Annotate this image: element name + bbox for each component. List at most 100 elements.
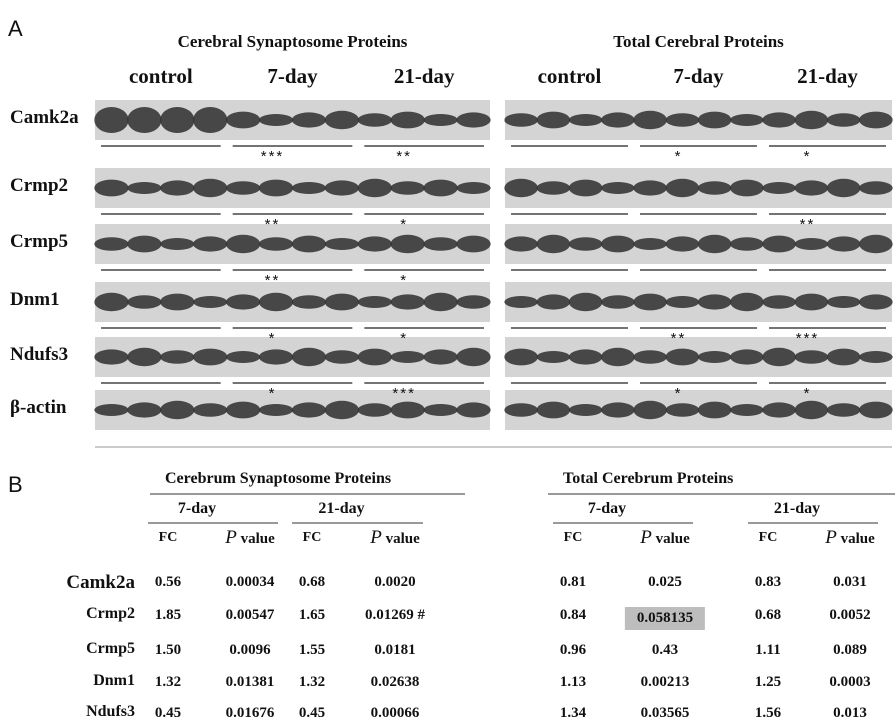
cell-value: 1.32 — [155, 674, 181, 691]
cell-value: 0.68 — [755, 607, 781, 624]
blot-band — [666, 179, 700, 197]
blot-band — [569, 180, 603, 197]
row-label: Camk2a — [66, 572, 135, 594]
cell-value: 0.01676 — [226, 705, 275, 722]
blot-band — [358, 236, 392, 251]
blot-band — [456, 295, 490, 309]
blot-band — [859, 294, 893, 309]
blot-band — [601, 295, 635, 309]
significance-stars: ** — [671, 330, 687, 347]
row-label: Crmp2 — [86, 605, 135, 623]
blot-band — [504, 349, 538, 366]
blot-band — [698, 181, 732, 195]
significance-stars: * — [400, 272, 408, 289]
cell-value: 0.0096 — [229, 642, 270, 659]
blot-band — [601, 112, 635, 127]
panel-label: B — [8, 472, 23, 498]
significance-stars: * — [675, 148, 683, 165]
cell-value: 1.13 — [560, 674, 586, 691]
blot-band — [127, 295, 161, 309]
cell-value: 0.058135 — [625, 607, 705, 630]
blot-band — [730, 114, 764, 126]
blot-band — [127, 236, 161, 253]
cell-value: 0.00034 — [226, 574, 275, 591]
blot-band — [226, 112, 260, 129]
blot-band — [762, 295, 796, 309]
cell-value: 0.031 — [833, 574, 867, 591]
column-header: P value — [370, 527, 420, 549]
blot-band — [226, 181, 260, 195]
blot-band — [859, 402, 893, 419]
blot-band — [666, 113, 700, 127]
group-title: Total Cerebral Proteins — [613, 32, 784, 52]
blot-band — [762, 402, 796, 417]
cell-value: 0.0052 — [829, 607, 870, 624]
blot-band — [698, 402, 732, 419]
blot-band — [859, 112, 893, 129]
cell-value: 1.85 — [155, 607, 181, 624]
blot-band — [193, 179, 227, 197]
blot-band — [226, 402, 260, 419]
cell-value: 0.56 — [155, 574, 181, 591]
blot-band — [358, 179, 392, 197]
blot-band — [569, 404, 603, 416]
blot-band — [424, 237, 458, 251]
blot-band — [456, 402, 490, 417]
blot-band — [358, 296, 392, 308]
column-header: FC — [303, 530, 322, 546]
blot-band — [292, 348, 326, 366]
column-header: FC — [759, 530, 778, 546]
column-header: 7-day — [673, 64, 723, 89]
blot-band — [259, 114, 293, 126]
cell-value: 1.50 — [155, 642, 181, 659]
blot-band — [795, 294, 829, 311]
cell-value: 0.84 — [560, 607, 586, 624]
blot-band — [537, 351, 571, 363]
cell-value: 0.00547 — [226, 607, 275, 624]
significance-stars: *** — [261, 148, 285, 165]
blot-band — [325, 294, 359, 311]
blot-band — [391, 294, 425, 309]
blot-band — [391, 181, 425, 195]
column-header: P value — [825, 527, 875, 549]
blot-band — [358, 403, 392, 417]
blot-band — [601, 348, 635, 366]
cell-value: 0.0020 — [374, 574, 415, 591]
column-header: 21-day — [394, 64, 455, 89]
blot-band — [193, 236, 227, 251]
cell-value: 0.96 — [560, 642, 586, 659]
cell-value: 0.01381 — [226, 674, 275, 691]
blot-band — [226, 351, 260, 363]
row-label: Ndufs3 — [86, 703, 135, 721]
blot-band — [259, 293, 293, 311]
blot-band — [325, 401, 359, 419]
blot-band — [391, 235, 425, 253]
significance-stars: * — [400, 216, 408, 233]
significance-stars: * — [269, 330, 277, 347]
row-label: Camk2a — [10, 107, 79, 129]
cell-value: 0.0003 — [829, 674, 870, 691]
blot-band — [292, 236, 326, 253]
blot-band — [730, 293, 764, 311]
blot-band — [193, 349, 227, 366]
blot-band — [730, 180, 764, 197]
blot-band — [730, 237, 764, 251]
blot-band — [325, 180, 359, 195]
blot-band — [537, 294, 571, 309]
blot-band — [259, 349, 293, 364]
blot-band — [537, 235, 571, 253]
cell-value: 0.025 — [648, 574, 682, 591]
column-header: control — [129, 64, 193, 89]
blot-band — [127, 182, 161, 194]
row-label: Crmp5 — [86, 640, 135, 658]
blot-band — [762, 236, 796, 253]
cell-value: 0.00213 — [641, 674, 690, 691]
blot-band — [633, 401, 667, 419]
cell-value: 1.25 — [755, 674, 781, 691]
group-title: Total Cerebrum Proteins — [563, 470, 733, 488]
period-header: 7-day — [588, 500, 626, 518]
blot-band — [456, 112, 490, 127]
column-header: P value — [640, 527, 690, 549]
blot-band — [504, 179, 538, 197]
row-label: β-actin — [10, 397, 66, 419]
